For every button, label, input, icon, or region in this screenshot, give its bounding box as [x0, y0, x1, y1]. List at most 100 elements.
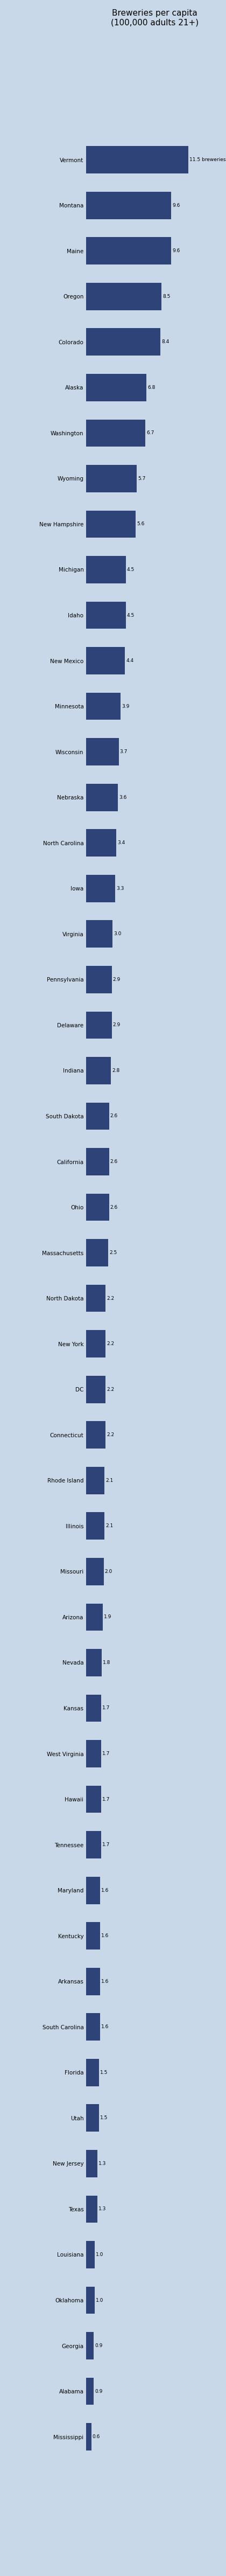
Text: 2.5: 2.5 [109, 1249, 117, 1255]
Text: 4.5: 4.5 [127, 567, 135, 572]
Bar [86, 1329, 106, 1358]
Text: 8.4: 8.4 [162, 340, 169, 345]
Bar [86, 1056, 111, 1084]
Bar [86, 1602, 103, 1631]
Text: 1.7: 1.7 [102, 1842, 110, 1847]
Bar [86, 1103, 109, 1131]
Text: 2.6: 2.6 [110, 1159, 118, 1164]
Text: 1.0: 1.0 [96, 2298, 104, 2303]
Bar [86, 876, 115, 902]
Text: 2.2: 2.2 [106, 1432, 114, 1437]
Text: 2.6: 2.6 [110, 1206, 118, 1211]
Bar [86, 1922, 100, 1950]
Text: 2.6: 2.6 [110, 1113, 118, 1118]
Bar [86, 1968, 100, 1994]
Text: 1.5: 1.5 [100, 2071, 108, 2074]
Text: 1.7: 1.7 [102, 1798, 110, 1801]
Bar [86, 2241, 95, 2269]
Text: 2.9: 2.9 [113, 1023, 120, 1028]
Text: 3.7: 3.7 [120, 750, 128, 755]
Bar [86, 147, 188, 173]
Text: 9.6: 9.6 [172, 247, 180, 252]
Bar [86, 2378, 94, 2406]
Text: 2.8: 2.8 [112, 1069, 120, 1074]
Text: 3.4: 3.4 [117, 840, 125, 845]
Bar [86, 1193, 109, 1221]
Bar [86, 739, 119, 765]
Bar [86, 2105, 99, 2133]
Bar [86, 1012, 112, 1038]
Bar [86, 1512, 105, 1540]
Bar [86, 283, 162, 309]
Bar [86, 556, 126, 582]
Bar [86, 2287, 95, 2313]
Bar [86, 2058, 99, 2087]
Text: 1.6: 1.6 [101, 2025, 109, 2030]
Text: 1.6: 1.6 [101, 1935, 109, 1937]
Text: 9.6: 9.6 [172, 204, 180, 209]
Bar [86, 2151, 97, 2177]
Text: 5.6: 5.6 [137, 523, 144, 526]
Text: 1.7: 1.7 [102, 1752, 110, 1757]
Bar [86, 647, 125, 675]
Bar [86, 510, 136, 538]
Bar [86, 829, 116, 858]
Text: 1.3: 1.3 [99, 2161, 106, 2166]
Text: 0.9: 0.9 [95, 2388, 103, 2393]
Bar [86, 2195, 97, 2223]
Bar [86, 693, 120, 719]
Text: 3.6: 3.6 [119, 796, 127, 799]
Bar [86, 2424, 91, 2450]
Bar [86, 1695, 101, 1721]
Text: 0.6: 0.6 [92, 2434, 100, 2439]
Text: 2.9: 2.9 [113, 976, 120, 981]
Text: 4.4: 4.4 [126, 659, 134, 662]
Title: Breweries per capita
(100,000 adults 21+): Breweries per capita (100,000 adults 21+… [111, 10, 199, 26]
Bar [86, 783, 118, 811]
Text: 0.9: 0.9 [95, 2344, 103, 2349]
Text: 1.6: 1.6 [101, 1978, 109, 1984]
Text: 2.2: 2.2 [106, 1386, 114, 1391]
Bar [86, 464, 137, 492]
Text: 2.2: 2.2 [106, 1342, 114, 1347]
Bar [86, 603, 126, 629]
Text: 2.0: 2.0 [105, 1569, 112, 1574]
Text: 2.2: 2.2 [106, 1296, 114, 1301]
Text: 3.9: 3.9 [122, 703, 129, 708]
Text: 1.0: 1.0 [96, 2251, 104, 2257]
Bar [86, 327, 161, 355]
Bar [86, 920, 113, 948]
Bar [86, 2014, 100, 2040]
Text: 1.6: 1.6 [101, 1888, 109, 1893]
Text: 5.7: 5.7 [138, 477, 145, 482]
Text: 1.7: 1.7 [102, 1705, 110, 1710]
Bar [86, 420, 146, 446]
Bar [86, 374, 146, 402]
Bar [86, 1785, 101, 1814]
Bar [86, 1466, 105, 1494]
Text: 1.9: 1.9 [104, 1615, 112, 1620]
Bar [86, 966, 112, 994]
Text: 6.8: 6.8 [147, 384, 155, 389]
Text: 3.0: 3.0 [114, 933, 121, 938]
Text: 3.3: 3.3 [116, 886, 124, 891]
Bar [86, 2331, 94, 2360]
Bar [86, 1649, 102, 1677]
Bar [86, 191, 171, 219]
Text: 1.3: 1.3 [99, 2208, 106, 2213]
Text: 2.1: 2.1 [106, 1479, 113, 1484]
Bar [86, 1376, 106, 1404]
Bar [86, 237, 171, 265]
Text: 11.5 breweries: 11.5 breweries [189, 157, 226, 162]
Bar [86, 1739, 101, 1767]
Bar [86, 1832, 101, 1857]
Bar [86, 1149, 109, 1175]
Text: 2.1: 2.1 [106, 1522, 113, 1528]
Text: 8.5: 8.5 [162, 294, 170, 299]
Text: 6.7: 6.7 [146, 430, 154, 435]
Text: 1.5: 1.5 [100, 2115, 108, 2120]
Bar [86, 1239, 108, 1267]
Bar [86, 1558, 104, 1584]
Bar [86, 1285, 106, 1311]
Bar [86, 1422, 106, 1448]
